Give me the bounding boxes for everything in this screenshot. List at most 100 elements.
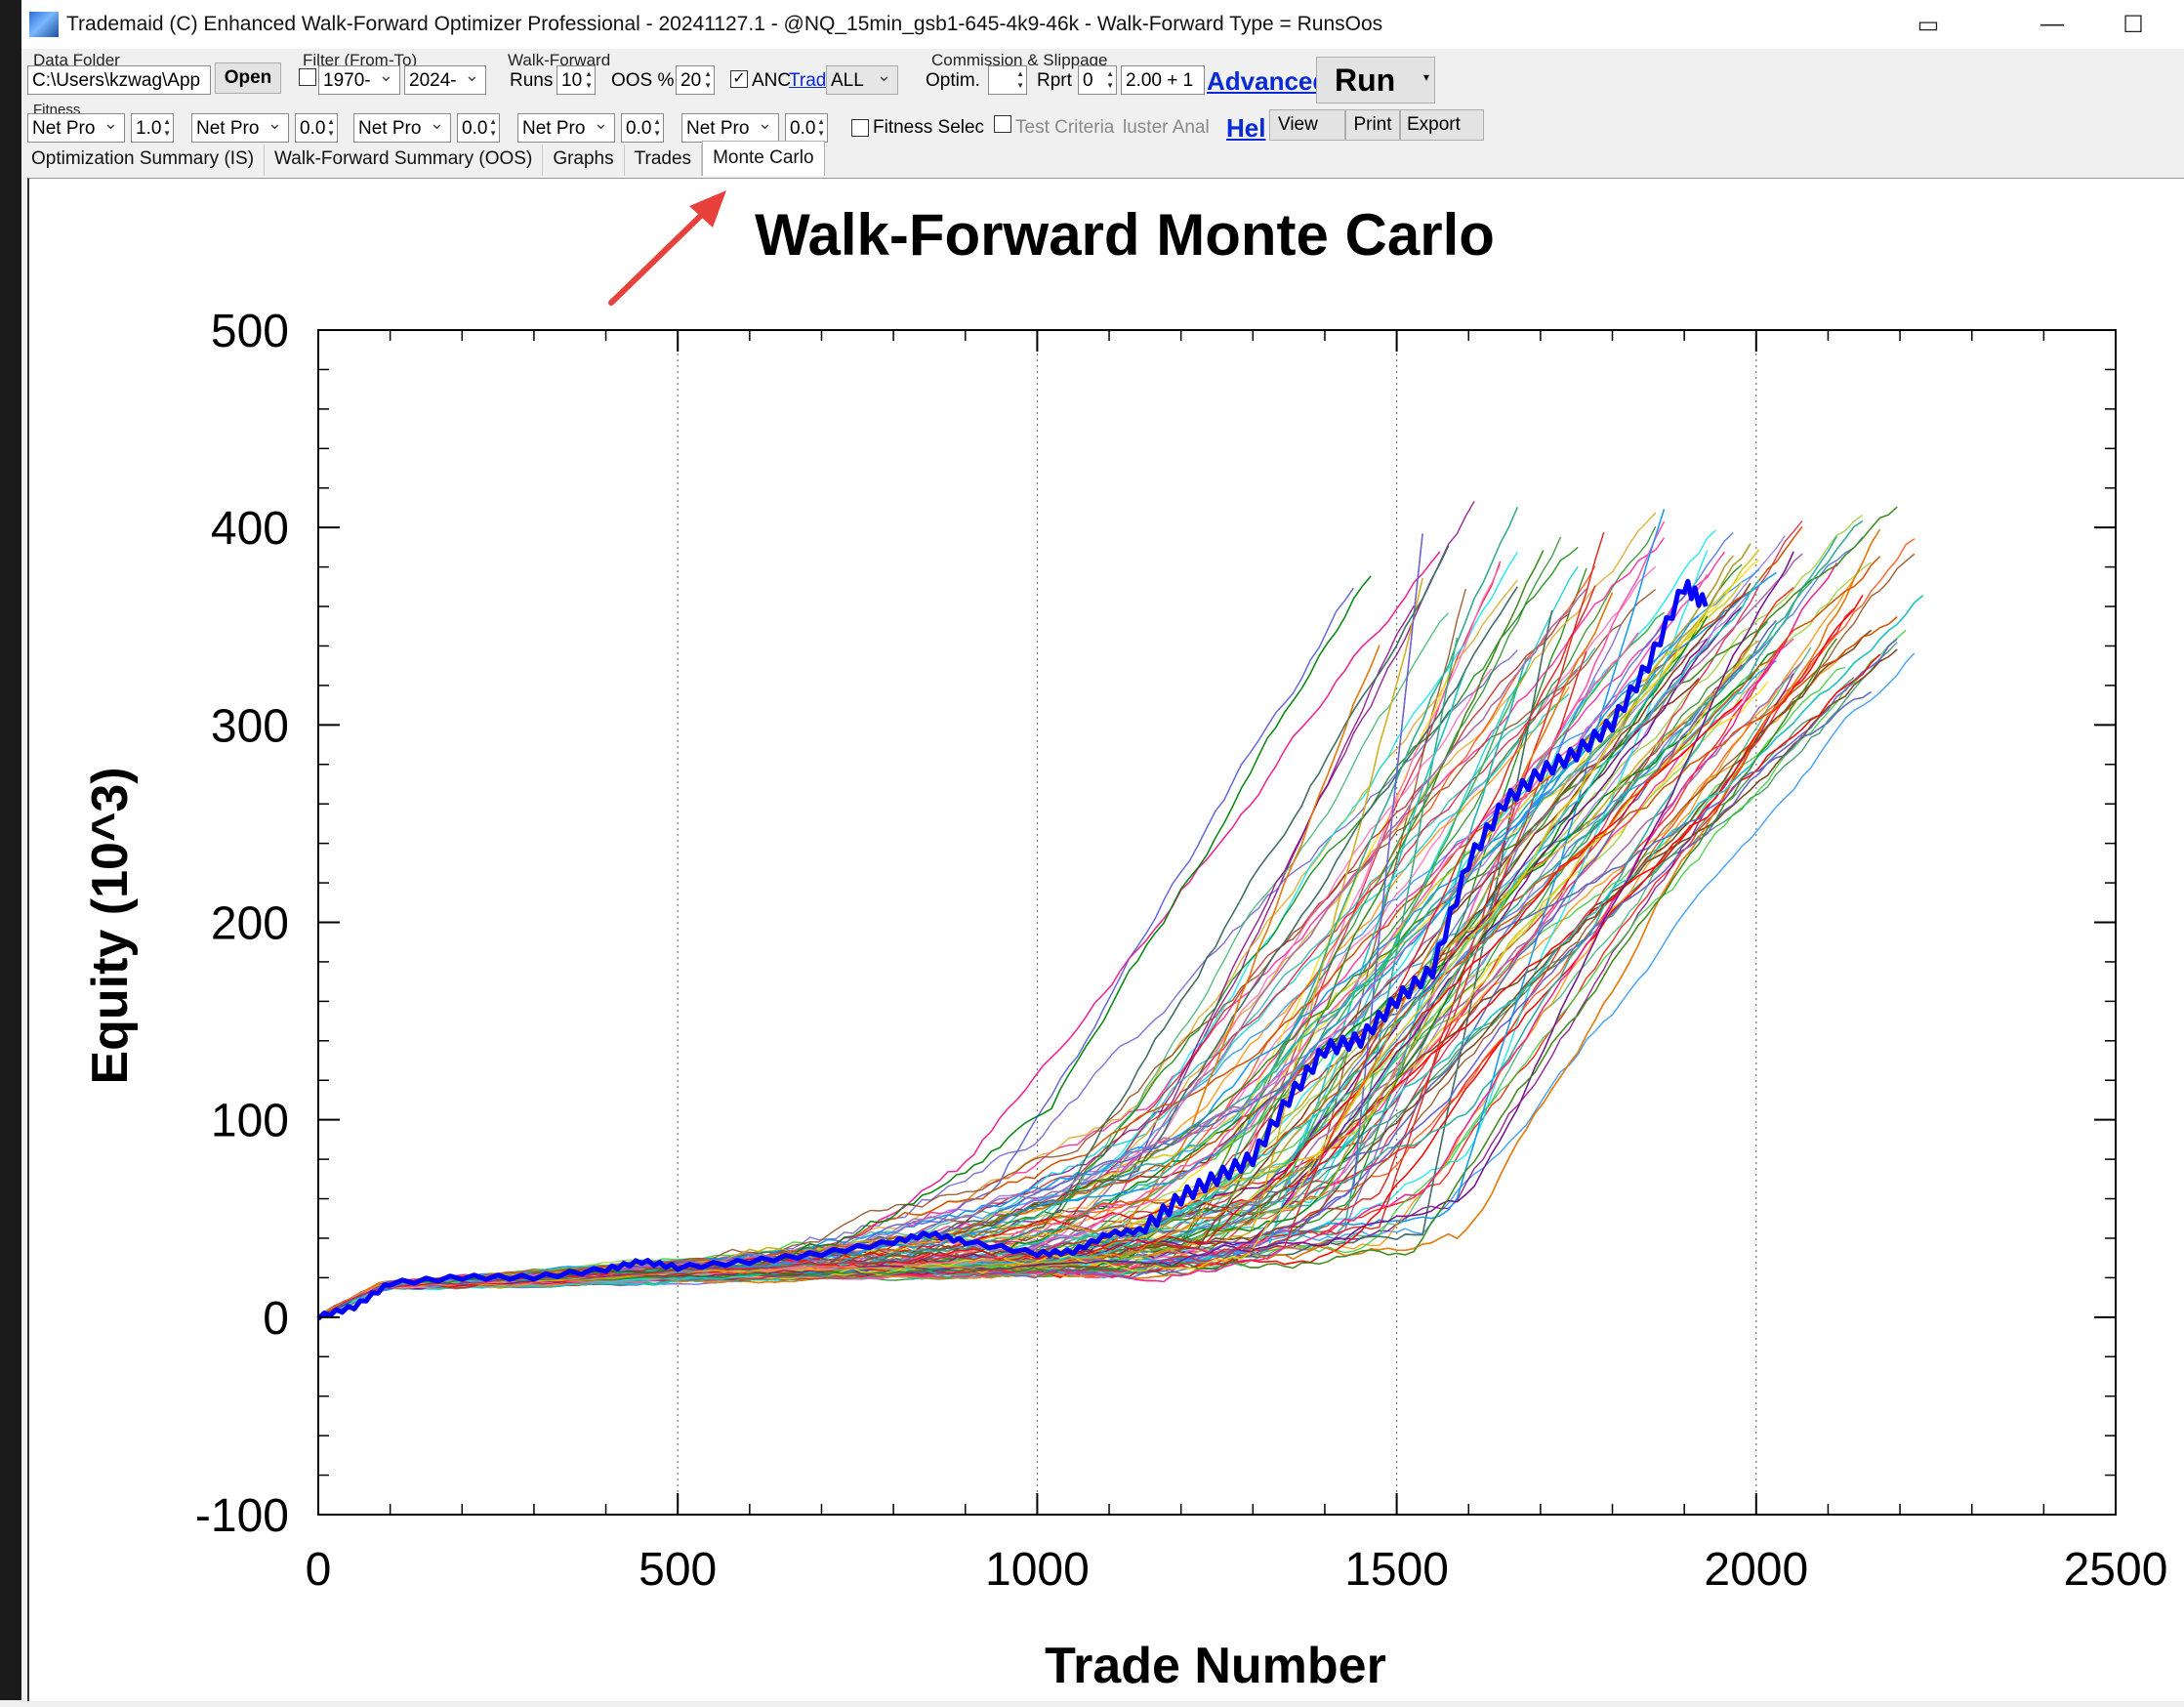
arrow-shaft (608, 201, 716, 306)
simulation-line (317, 550, 1545, 1318)
tab-monte-carlo[interactable]: Monte Carlo (702, 141, 825, 176)
data-folder-input[interactable]: C:\Users\kzwag\App (27, 65, 211, 95)
x-tick-label: 1000 (985, 1544, 1090, 1596)
fitness-combo-1[interactable]: Net Pro (27, 113, 125, 143)
simulation-line (317, 556, 1880, 1319)
y-tick-label: 200 (211, 898, 289, 950)
fitness-weight-4[interactable]: 0.0 (621, 113, 664, 143)
window-title: Trademaid (C) Enhanced Walk-Forward Opti… (66, 13, 1383, 35)
fitness-combo-2[interactable]: Net Pro (191, 113, 289, 143)
help-link[interactable]: Hel (1226, 113, 1266, 143)
simulation-line (317, 674, 1450, 1317)
y-tick-label: 500 (211, 306, 289, 357)
annotation-arrow (608, 190, 726, 306)
simulation-line (317, 592, 1614, 1318)
fitness-weight-3[interactable]: 0.0 (457, 113, 500, 143)
x-tick-label: 2000 (1704, 1544, 1808, 1596)
x-tick-label: 1500 (1344, 1544, 1449, 1596)
arrow-head (689, 190, 726, 228)
simulation-line (317, 579, 1760, 1319)
advanced-link[interactable]: Advanced (1207, 66, 1329, 96)
simulation-line (317, 638, 1837, 1317)
anc-label: ANC (752, 70, 792, 91)
run-dropdown-icon[interactable]: ▾ (1423, 70, 1430, 84)
tab-walk-forward-summary[interactable]: Walk-Forward Summary (OOS) (265, 145, 544, 176)
simulation-line (317, 651, 1587, 1318)
minimize-icon[interactable]: ▭ (1916, 11, 1940, 38)
simulation-line (317, 571, 1777, 1318)
minimize-button[interactable]: — (2040, 11, 2064, 37)
simulation-line (317, 651, 1587, 1318)
filter-from-combo[interactable]: 1970- (318, 65, 400, 95)
cluster-analysis-label[interactable]: luster Anal (1123, 117, 1210, 138)
simulation-line (317, 595, 1924, 1318)
simulation-line (317, 653, 1880, 1319)
simulation-line (317, 674, 1657, 1317)
chart-title: Walk-Forward Monte Carlo (755, 202, 1495, 268)
simulation-line (317, 629, 1873, 1318)
run-button[interactable]: Run (1316, 57, 1435, 104)
fitness-combo-4[interactable]: Net Pro (517, 113, 615, 143)
filter-checkbox[interactable] (299, 68, 316, 86)
trade-combo[interactable]: ALL (826, 65, 898, 95)
anc-checkbox[interactable]: ✓ (730, 70, 748, 88)
simulation-line (317, 638, 1459, 1317)
view-button[interactable]: View (1269, 109, 1345, 141)
simulation-line (317, 579, 1760, 1319)
simulation-line (317, 629, 1873, 1318)
trade-link[interactable]: Trade (789, 70, 837, 91)
simulation-line (317, 653, 1880, 1319)
fitness-weight-2[interactable]: 0.0 (295, 113, 338, 143)
runs-stepper[interactable]: 10 (556, 65, 596, 95)
simulation-line (317, 651, 1587, 1318)
simulation-line (317, 535, 1786, 1317)
simulation-line (317, 595, 1924, 1318)
simulation-line (317, 638, 1837, 1317)
y-tick-label: -100 (195, 1490, 289, 1542)
fitness-weight-5[interactable]: 0.0 (785, 113, 828, 143)
test-criteria-label[interactable]: Test Criteria (1015, 117, 1115, 138)
simulation-line (317, 529, 1717, 1319)
walk-forward-equity-line (316, 578, 1709, 1321)
oos-stepper[interactable]: 20 (676, 65, 715, 95)
fitness-select-label: Fitness Selec (873, 117, 985, 138)
x-axis-label: Trade Number (1045, 1638, 1386, 1694)
open-button[interactable]: Open (215, 62, 281, 94)
fitness-weight-1[interactable]: 1.0 (131, 113, 174, 143)
chart-panel: Walk-Forward Monte Carlo Trade Number Eq… (27, 178, 2184, 1701)
tab-trades[interactable]: Trades (625, 145, 703, 176)
x-tick-label: 500 (639, 1544, 717, 1596)
commission-input[interactable]: 2.00 + 1 (1121, 65, 1205, 95)
simulation-line (317, 674, 1657, 1317)
app-logo-icon (29, 12, 59, 37)
simulation-line (317, 653, 1880, 1319)
rprt-stepper[interactable]: 0 (1078, 65, 1117, 95)
simulation-line (317, 551, 1794, 1318)
fitness-combo-5[interactable]: Net Pro (681, 113, 779, 143)
fitness-combo-3[interactable]: Net Pro (353, 113, 451, 143)
maximize-button[interactable]: ☐ (2122, 11, 2144, 38)
commission-label: Commission & Slippage (931, 51, 1108, 69)
simulation-line (317, 629, 1873, 1318)
simulation-line (317, 674, 1657, 1317)
y-tick-label: 400 (211, 503, 289, 555)
simulation-line (317, 562, 1837, 1319)
print-button[interactable]: Print (1345, 109, 1400, 141)
test-criteria-checkbox[interactable] (994, 115, 1011, 133)
tab-graphs[interactable]: Graphs (543, 145, 625, 176)
simulation-line (317, 638, 1837, 1317)
toolbar: Data Folder C:\Users\kzwag\App Open Filt… (21, 49, 2184, 176)
oos-label: OOS % (611, 70, 675, 91)
filter-to-combo[interactable]: 2024- (404, 65, 486, 95)
plot-frame (317, 329, 2117, 1516)
simulation-line (317, 592, 1614, 1318)
optim-stepper[interactable] (988, 65, 1027, 95)
simulation-line (317, 638, 1459, 1317)
runs-label: Runs (510, 70, 554, 91)
simulation-line (317, 607, 1855, 1317)
simulation-line (317, 592, 1614, 1318)
tab-optimization-summary[interactable]: Optimization Summary (IS) (21, 145, 266, 176)
desktop-edge (0, 0, 21, 1700)
fitness-select-checkbox[interactable] (851, 119, 869, 137)
export-button[interactable]: Export (1400, 109, 1484, 141)
